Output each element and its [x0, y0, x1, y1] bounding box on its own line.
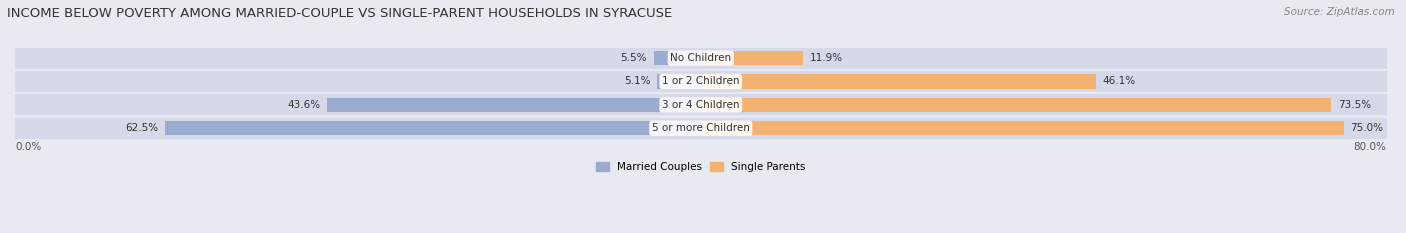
Bar	[15, 71, 1386, 92]
Bar	[15, 48, 1386, 69]
Bar	[700, 51, 803, 65]
Bar	[654, 51, 700, 65]
Bar	[700, 74, 1097, 89]
Bar	[165, 121, 700, 135]
Text: 1 or 2 Children: 1 or 2 Children	[662, 76, 740, 86]
Bar	[328, 98, 700, 112]
Text: 80.0%: 80.0%	[1354, 142, 1386, 152]
Text: 5 or more Children: 5 or more Children	[652, 123, 749, 133]
Text: 5.1%: 5.1%	[624, 76, 650, 86]
Bar	[657, 74, 700, 89]
Text: 46.1%: 46.1%	[1102, 76, 1136, 86]
Bar	[15, 118, 1386, 139]
Bar	[700, 121, 1344, 135]
Bar	[15, 94, 1386, 115]
Text: 11.9%: 11.9%	[810, 53, 842, 63]
Legend: Married Couples, Single Parents: Married Couples, Single Parents	[592, 158, 810, 176]
Text: 43.6%: 43.6%	[287, 100, 321, 110]
Text: 0.0%: 0.0%	[15, 142, 41, 152]
Text: Source: ZipAtlas.com: Source: ZipAtlas.com	[1284, 7, 1395, 17]
Text: 73.5%: 73.5%	[1337, 100, 1371, 110]
Text: No Children: No Children	[671, 53, 731, 63]
Text: 3 or 4 Children: 3 or 4 Children	[662, 100, 740, 110]
Text: INCOME BELOW POVERTY AMONG MARRIED-COUPLE VS SINGLE-PARENT HOUSEHOLDS IN SYRACUS: INCOME BELOW POVERTY AMONG MARRIED-COUPL…	[7, 7, 672, 20]
Text: 5.5%: 5.5%	[620, 53, 647, 63]
Bar	[700, 98, 1331, 112]
Text: 62.5%: 62.5%	[125, 123, 157, 133]
Text: 75.0%: 75.0%	[1351, 123, 1384, 133]
